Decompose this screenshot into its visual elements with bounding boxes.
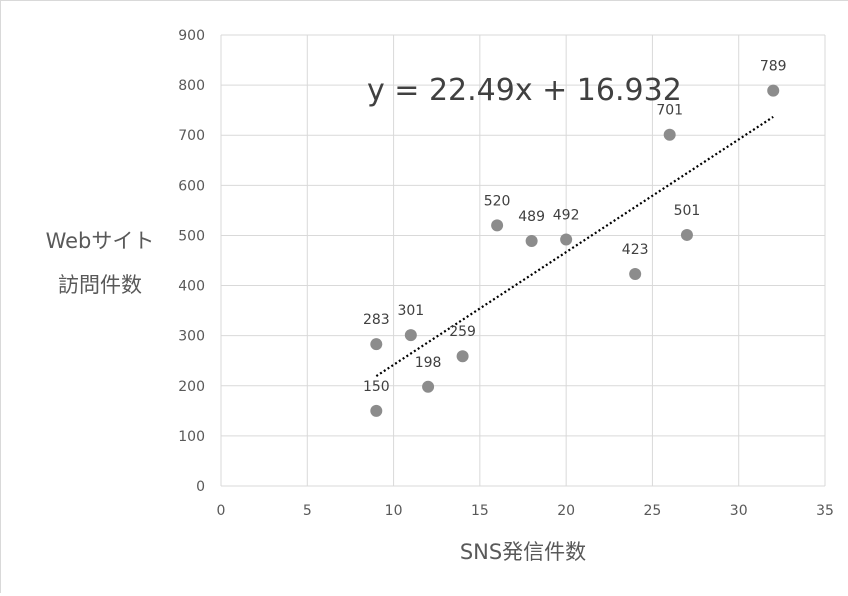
x-axis-title: SNS発信件数 [460,540,586,564]
tick-layer: 0 100 200 300 400 500 600 700 800 900 0 5 10 15 20 25 30… [178,28,834,519]
y-axis-title-line-1: Webサイト [46,229,155,253]
point-layer [370,84,780,417]
x-tick-label: 25 [644,503,662,519]
data-label: 150 [363,379,390,395]
trend-layer [375,115,774,378]
data-label: 489 [518,209,545,225]
y-tick-label: 500 [178,228,205,244]
y-tick-label: 0 [196,479,205,495]
data-label: 701 [656,103,683,119]
data-point [767,84,780,97]
data-point [370,404,383,417]
data-point [456,350,469,363]
y-tick-label: 800 [178,78,205,94]
x-tick-label: 30 [730,503,748,519]
data-point [525,234,538,247]
y-tick-label: 400 [178,279,205,295]
data-label: 283 [363,312,390,328]
data-label: 423 [622,242,649,258]
y-tick-label: 300 [178,329,205,345]
trendline [375,115,774,378]
x-tick-label: 0 [217,503,226,519]
data-label: 198 [415,355,442,371]
x-tick-label: 15 [471,503,489,519]
label-layer: 150 283 301 198 259 520 489 492 423 701 501 789 [363,59,787,395]
grid-layer [220,34,826,487]
x-tick-label: 20 [557,503,575,519]
data-label: 520 [484,193,511,209]
x-tick-label: 35 [816,503,834,519]
data-point [370,338,383,351]
data-point [629,268,642,281]
y-tick-label: 200 [178,379,205,395]
data-label: 501 [674,203,701,219]
data-label: 259 [449,324,476,340]
data-point [663,128,676,141]
data-point [680,228,693,241]
data-point [404,329,417,342]
y-tick-label: 900 [178,28,205,44]
data-point [422,380,435,393]
data-label: 789 [760,59,787,75]
trendline-equation: y = 22.49x + 16.932 [367,73,682,108]
x-tick-label: 10 [385,503,403,519]
data-label: 492 [553,207,580,223]
y-tick-label: 700 [178,128,205,144]
data-point [491,219,504,232]
y-axis-title-line-2: 訪問件数 [58,273,142,297]
y-tick-label: 600 [178,178,205,194]
y-tick-label: 100 [178,429,205,445]
x-tick-label: 5 [303,503,312,519]
data-point [560,233,573,246]
data-label: 301 [397,303,424,319]
